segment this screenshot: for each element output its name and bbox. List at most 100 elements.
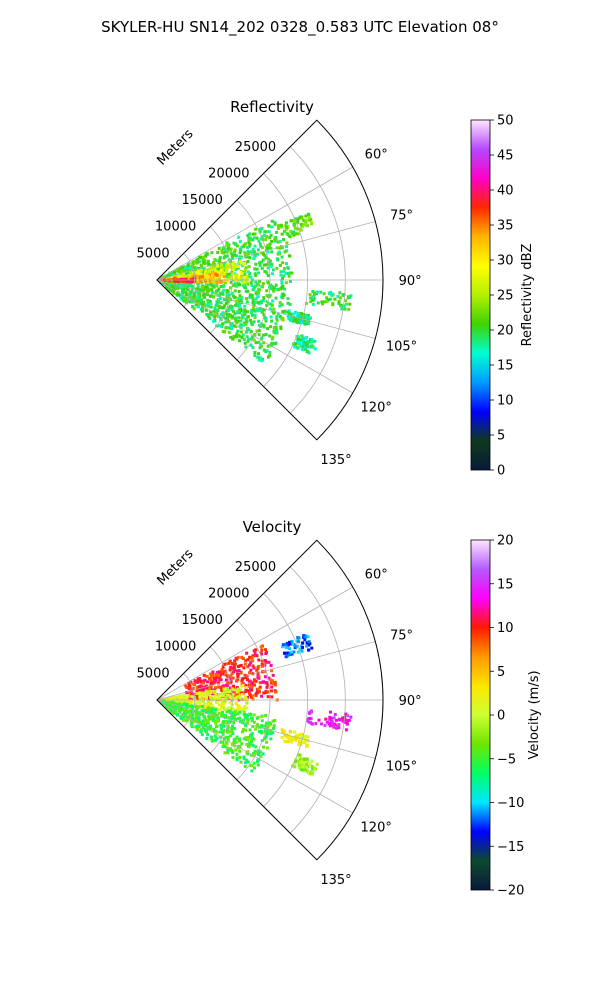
echo-gate (282, 269, 286, 273)
echo-gate (218, 730, 222, 734)
echo-gate (194, 303, 198, 307)
echo-gate (254, 751, 258, 755)
echo-gate (207, 697, 211, 701)
echo-gate (256, 715, 260, 719)
echo-gate (308, 316, 312, 320)
echo-gate (250, 716, 254, 720)
echo-gate (305, 350, 309, 354)
echo-gate (299, 757, 303, 761)
echo-gate (244, 330, 248, 334)
echo-gate (256, 763, 260, 767)
echo-gate (251, 301, 255, 305)
echo-gate (252, 766, 256, 770)
echo-gate (203, 295, 207, 299)
echo-gate (296, 220, 300, 224)
echo-gate (308, 642, 312, 646)
echo-gate (222, 687, 226, 691)
echo-gate (240, 742, 244, 746)
echo-gate (261, 752, 265, 756)
echo-gate (223, 700, 227, 704)
echo-gate (252, 320, 256, 324)
echo-gate (247, 735, 251, 739)
echo-gate (256, 248, 260, 252)
echo-gate (304, 634, 308, 638)
echo-gate (260, 336, 264, 340)
echo-gate (273, 718, 277, 722)
sector-frame (156, 119, 384, 441)
echo-gate (235, 302, 239, 306)
echo-gate (220, 670, 224, 674)
echo-gate (275, 266, 279, 270)
echo-gate (203, 702, 207, 706)
echo-gate (231, 276, 235, 280)
echo-gate (289, 319, 293, 323)
echo-gate (202, 709, 206, 713)
echo-gate (226, 262, 230, 266)
echo-gate (243, 251, 247, 255)
echo-gate (207, 262, 211, 266)
echo-gate (218, 263, 222, 267)
echo-gate (246, 233, 250, 237)
echo-gate (220, 714, 224, 718)
echo-gate (204, 724, 208, 728)
echo-gate (192, 307, 196, 311)
colorbar-tick-label: 15 (497, 359, 514, 374)
echo-gate (292, 233, 296, 237)
echo-gate (251, 664, 255, 668)
echo-gate (268, 354, 272, 358)
echo-gate (243, 341, 247, 345)
echo-gate (337, 722, 341, 726)
echo-gate (222, 707, 226, 711)
echo-gate (227, 309, 231, 313)
echo-gate (212, 729, 216, 733)
echo-gate (206, 276, 210, 280)
echo-gate (246, 750, 250, 754)
echo-gate (232, 691, 236, 695)
colorbar-tick-label: 5 (497, 429, 505, 444)
echo-gate (188, 274, 192, 278)
echo-gate (244, 242, 248, 246)
echo-gate (245, 701, 249, 705)
echo-gate (209, 277, 213, 281)
echo-gate (280, 278, 284, 282)
echo-gate (199, 680, 203, 684)
echo-gate (303, 319, 307, 323)
echo-gate (182, 715, 186, 719)
echo-gate (215, 266, 219, 270)
echo-gate (225, 309, 229, 313)
echo-gate (197, 685, 201, 689)
echo-gate (268, 350, 272, 354)
echo-gate (256, 723, 260, 727)
echo-gate (248, 256, 252, 260)
echo-gate (219, 694, 223, 698)
echo-gate (310, 345, 314, 349)
echo-gate (203, 254, 207, 258)
echo-gate (208, 267, 212, 271)
echo-gate (246, 310, 250, 314)
echo-gate (209, 275, 213, 279)
echo-gate (293, 345, 297, 349)
echo-gate (268, 334, 272, 338)
echo-gate (246, 289, 250, 293)
echo-gate (310, 646, 314, 650)
echo-gate (206, 721, 210, 725)
echo-gate (308, 293, 312, 297)
echo-gate (227, 275, 231, 279)
echo-gate (306, 717, 310, 721)
echo-gate (175, 274, 179, 278)
echo-gate (264, 713, 268, 717)
echo-gate (260, 724, 264, 728)
echo-gate (195, 706, 199, 710)
echo-gate (213, 694, 217, 698)
echo-gate (187, 685, 191, 689)
echo-gate (325, 299, 329, 303)
echo-gate (305, 343, 309, 347)
echo-gate (201, 719, 205, 723)
azimuth-tick-label: 120° (361, 821, 392, 836)
echo-gate (250, 323, 254, 327)
echo-gate (208, 269, 212, 273)
echo-gate (267, 660, 271, 664)
